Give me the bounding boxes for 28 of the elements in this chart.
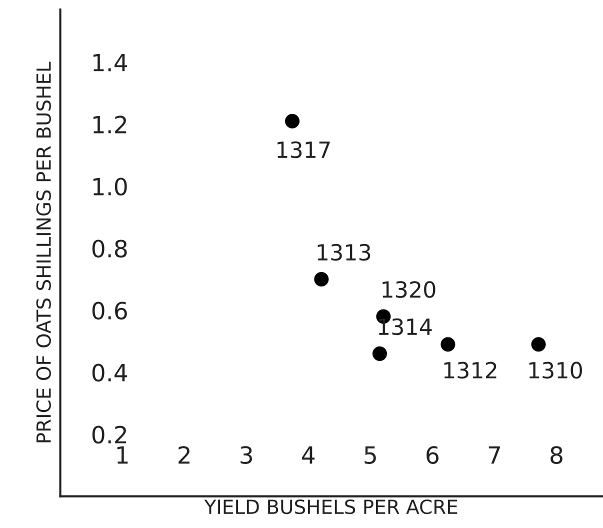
annotation: 1314 [378, 318, 432, 336]
annotation: 1313 [318, 244, 370, 261]
y-tick-label: 0.4 [92, 364, 128, 382]
annotation: 1320 [382, 281, 436, 298]
x-tick-label: 1 [117, 446, 128, 464]
y-tick-label: 1.2 [93, 116, 126, 134]
y-axis-title: PRICE OF OATS SHILLINGS PER BUSHEL [36, 62, 51, 442]
y-tick-label: 0.8 [92, 240, 127, 258]
point [440, 337, 456, 352]
x-tick-label: 8 [550, 446, 562, 464]
y-tick-label: 0.2 [92, 426, 126, 444]
point [284, 114, 300, 128]
annotation: 1312 [444, 362, 496, 379]
point [531, 337, 546, 352]
x-tick-label: 2 [178, 446, 190, 464]
x-tick-label: 7 [488, 446, 500, 464]
y-tick-label: 0.6 [92, 302, 127, 320]
x-tick-label: 4 [302, 446, 315, 464]
x-tick-label: 3 [240, 446, 252, 464]
annotation: 1310 [529, 362, 582, 379]
y-tick-label: 1.0 [93, 178, 127, 196]
point [314, 272, 329, 287]
annotation: 1317 [278, 141, 330, 158]
x-tick-label: 6 [426, 446, 438, 464]
y-tick-label: 1.4 [93, 54, 128, 72]
x-axis-title: YIELD BUSHELS PER ACRE [204, 499, 458, 514]
x-tick-label: 5 [364, 446, 376, 464]
point [372, 346, 388, 361]
